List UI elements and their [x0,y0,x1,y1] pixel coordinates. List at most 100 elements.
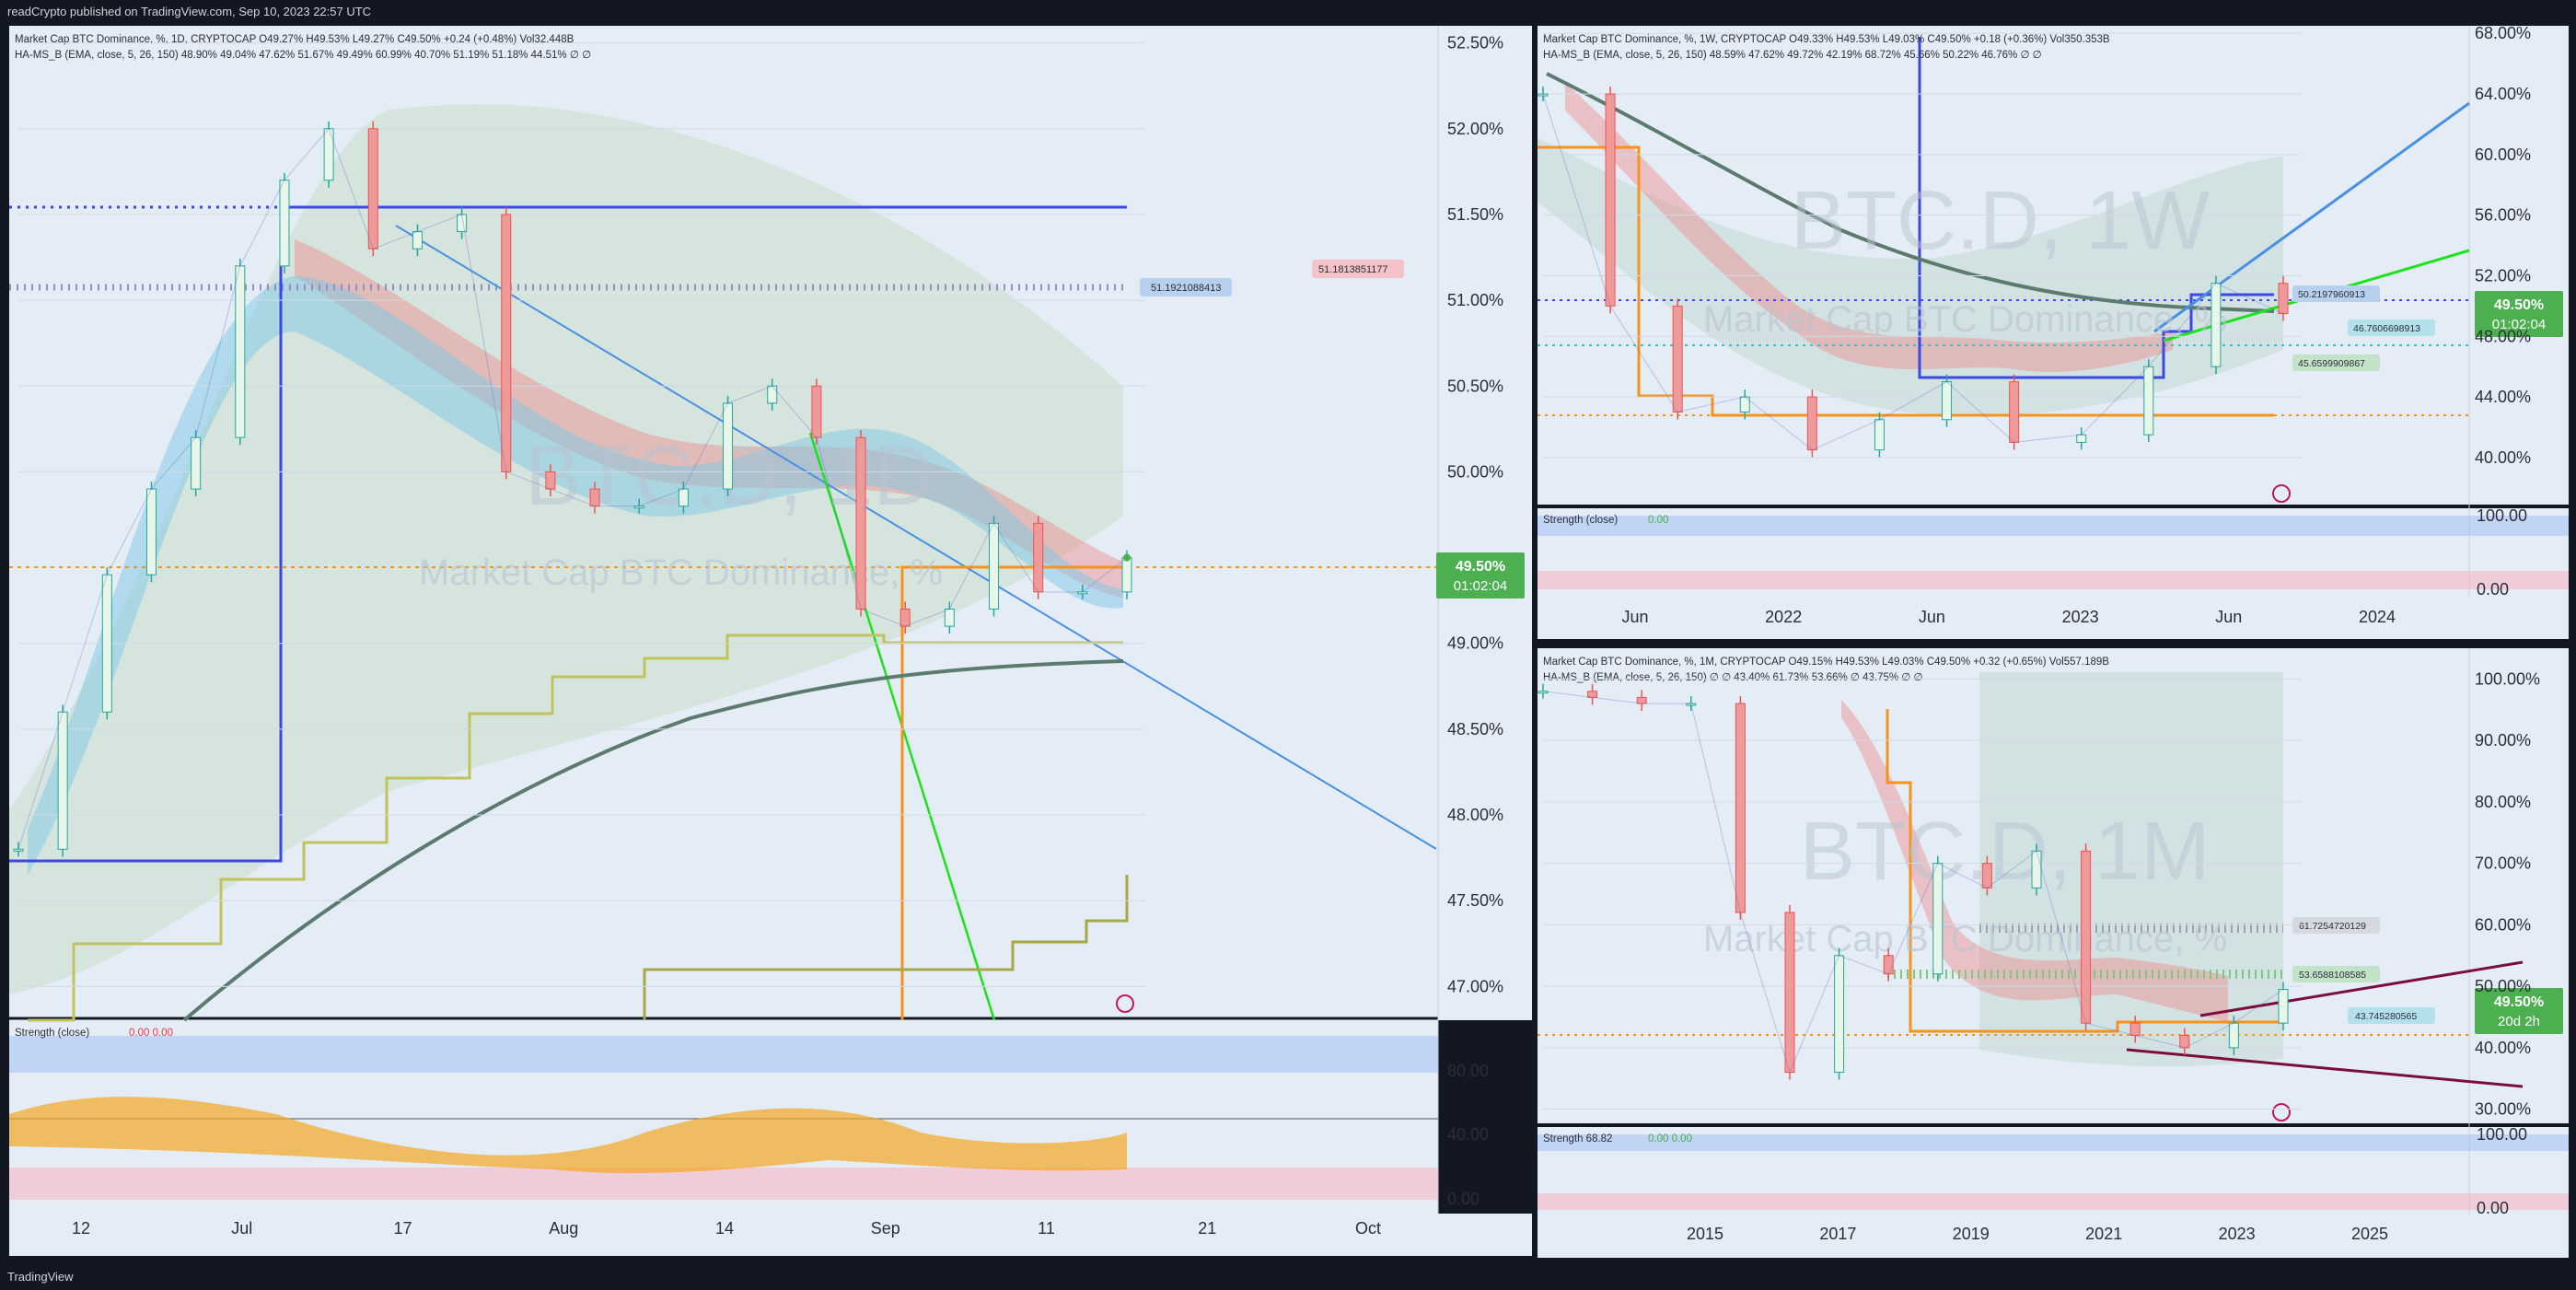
daily-x-tick: Sep [871,1219,900,1238]
weekly-level-3-label: 45.6599909867 [2298,358,2365,369]
daily-candle [457,214,468,233]
daily-y-tick: 51.00% [1447,291,1503,309]
daily-candle [633,506,644,509]
daily-time-axis[interactable] [9,1214,1532,1256]
weekly-candle [1537,93,1549,97]
weekly-generated: 68.00% 64.00% 60.00% 56.00% 52.00% 48.00% 44.0… [1537,24,2531,626]
daily-orange-box [900,565,1127,1020]
daily-x-tick: Aug [549,1219,578,1238]
monthly-strength-tick: 0.00 [2477,1199,2509,1217]
daily-strength-label[interactable]: Strength (close) [15,1028,89,1039]
daily-y-tick: 51.50% [1447,205,1503,224]
daily-legend-line2[interactable]: HA-MS_B (EMA, close, 5, 26, 150) 48.90% … [15,50,591,61]
weekly-strength-label[interactable]: Strength (close) [1543,515,1618,526]
weekly-candle [1739,396,1750,413]
monthly-strength-label[interactable]: Strength 68.82 [1543,1133,1612,1145]
weekly-y-tick: 48.00% [2475,327,2531,345]
daily-ma-150 [182,659,1124,1022]
daily-y-tick: 50.00% [1447,462,1503,481]
weekly-candle [1942,381,1953,421]
monthly-y-tick: 100.00% [2475,669,2540,688]
monthly-candle [2278,988,2289,1024]
daily-legend-line1[interactable]: Market Cap BTC Dominance, %, 1D, CRYPTOC… [15,34,574,45]
weekly-strength-band-low [1537,571,2569,589]
monthly-candle [1735,703,1746,913]
weekly-y-tick: 44.00% [2475,388,2531,406]
weekly-candle [1874,419,1885,451]
daily-x-tick: 11 [1038,1219,1055,1238]
daily-level-blue-label: 51.1921088413 [1151,283,1221,294]
daily-level-blue-tag: 51.1921088413 [1140,278,1232,296]
monthly-y-tick: 60.00% [2475,915,2531,934]
monthly-candle [1784,912,1795,1074]
weekly-x-tick: Jun [1621,608,1648,626]
daily-price-box: 49.50% 01:02:04 [1436,552,1525,599]
monthly-level-3-tag: 43.745280565 [2348,1007,2435,1024]
weekly-level-3-tag: 45.6599909867 [2292,354,2380,371]
daily-y-tick: 48.00% [1447,806,1503,824]
weekly-price-line [1542,93,2284,451]
publish-info: readCrypto published on TradingView.com,… [0,0,2576,24]
monthly-price-box: 49.50% 20d 2h [2475,988,2563,1034]
weekly-legend-line1[interactable]: Market Cap BTC Dominance, %, 1W, CRYPTOC… [1543,34,2110,45]
daily-y-tick: 49.00% [1447,634,1503,653]
weekly-candle [1672,305,1683,413]
tradingview-brand[interactable]: TradingView [0,1263,2576,1290]
daily-candle [279,180,290,267]
monthly-countdown: 20d 2h [2498,1014,2540,1029]
daily-candle [767,385,778,404]
weekly-level-1-tag: 50.2197960913 [2292,285,2380,302]
monthly-time-axis[interactable] [1537,1215,2569,1258]
monthly-candle [2129,1022,2141,1037]
daily-strength-orange-area [9,1097,1127,1174]
monthly-level-2-tag: 53.6588108585 [2292,966,2380,982]
daily-candle [13,848,24,852]
monthly-candle [2228,1022,2239,1049]
strength-decor [9,516,2569,1210]
daily-x-tick: 17 [393,1219,412,1238]
monthly-y-tick: 30.00% [2475,1100,2531,1119]
monthly-y-tick: 50.00% [2475,977,2531,995]
daily-x-tick: Oct [1355,1219,1381,1238]
daily-x-tick: 14 [715,1219,734,1238]
weekly-x-tick: 2022 [1765,608,1802,626]
weekly-y-tick: 64.00% [2475,85,2531,103]
daily-level-red-label: 51.1813851177 [1318,264,1388,275]
monthly-generated: 100.00% 90.00% 80.00% 70.00% 60.00% 50.00% 40.… [1537,669,2540,1243]
daily-candle [944,608,955,627]
daily-candle [1077,591,1088,595]
daily-strength-values: 0.00 0.00 [129,1028,173,1039]
daily-axis[interactable] [1438,26,1532,1020]
weekly-alert-icon [2272,484,2291,503]
weekly-countdown: 01:02:04 [2492,317,2546,332]
daily-candle [545,471,556,490]
monthly-candle [2031,850,2042,889]
weekly-y-tick: 56.00% [2475,206,2531,225]
monthly-x-tick: 2023 [2219,1225,2256,1243]
daily-strength-band-top [9,1036,1438,1073]
weekly-candle [2009,381,2020,443]
daily-y-tick: 52.50% [1447,34,1503,52]
weekly-time-axis[interactable] [1537,597,2569,639]
weekly-blue-step [1918,37,2274,379]
weekly-legend-line2[interactable]: HA-MS_B (EMA, close, 5, 26, 150) 48.59% … [1543,50,2042,61]
weekly-price-label: 49.50% [2494,297,2544,313]
monthly-candle [1537,691,1549,694]
daily-y-tick: 47.50% [1447,891,1503,910]
daily-y-tick: 52.00% [1447,120,1503,138]
daily-candle [412,231,423,250]
monthly-x-tick: 2025 [2351,1225,2388,1243]
daily-candle [191,436,202,490]
daily-candle [235,265,246,438]
monthly-candle [1587,691,1598,698]
daily-candle [989,522,1000,610]
weekly-y-tick: 40.00% [2475,448,2531,467]
monthly-legend-line2[interactable]: HA-MS_B (EMA, close, 5, 26, 150) ∅ ∅ 43.… [1543,672,1923,683]
daily-blue-step [9,205,1127,863]
daily-candle [855,436,866,610]
daily-level-red-tag: 51.1813851177 [1312,260,1404,278]
weekly-x-tick: Jun [2215,608,2242,626]
monthly-legend-line1[interactable]: Market Cap BTC Dominance, %, 1M, CRYPTOC… [1543,657,2109,668]
monthly-x-tick: 2017 [1819,1225,1856,1243]
